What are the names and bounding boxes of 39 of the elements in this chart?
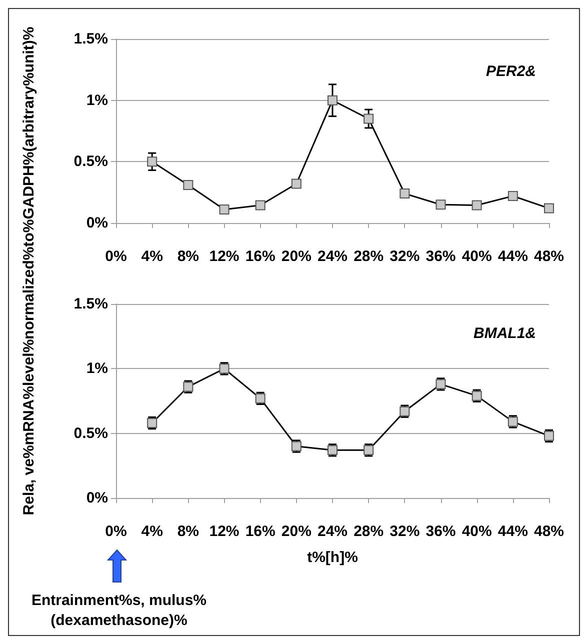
x-tick-label: 20% (281, 248, 312, 265)
x-tick-label: 0% (105, 523, 127, 540)
x-tick-label: 36% (426, 248, 456, 265)
y-tick-label: 1% (86, 92, 108, 109)
x-tick-label: 44% (498, 523, 528, 540)
x-tick-label: 0% (105, 248, 127, 265)
x-tick-label: 16% (245, 523, 276, 540)
y-tick-label: 0.5% (74, 424, 108, 442)
x-tick-label: 4% (141, 523, 163, 540)
x-tick-label: 48% (534, 523, 564, 540)
x-tick-label: 8% (177, 248, 200, 265)
x-tick-label: 8% (177, 523, 200, 540)
x-tick-label: 28% (354, 248, 384, 265)
text: Entrainment%s, mulus% (dexamethasone)% (30, 591, 208, 631)
y-tick-label: 1.5% (74, 296, 108, 312)
x-tick-label: 24% (317, 248, 348, 265)
x-tick-label: 24% (317, 523, 348, 540)
y-axis-title: Rela, ve%mRNA%level%normalized%to%GADPH%(arbitrary%unit)% (20, 26, 38, 516)
x-tick-label: 12% (209, 523, 240, 540)
x-tick-label: 12% (209, 248, 240, 265)
x-tick-label: 44% (498, 248, 528, 265)
x-tick-label: 28% (354, 523, 384, 540)
y-tick-label: 1.5% (74, 30, 108, 48)
x-tick-label: 40% (462, 523, 492, 540)
text: BMAL1& (474, 325, 536, 342)
y-tick-label: 0% (86, 214, 108, 232)
x-tick-label: 4% (141, 248, 163, 265)
x-tick-label: 48% (534, 248, 564, 265)
y-tick-label: 0% (86, 490, 108, 506)
x-tick-label: 16% (245, 248, 276, 265)
x-tick-label: 20% (281, 523, 312, 540)
x-axis-title: t%[h]% (307, 549, 358, 566)
text: PER2& (486, 63, 536, 80)
x-tick-label: 40% (462, 248, 492, 265)
y-tick-label: 1% (86, 360, 108, 378)
x-tick-label: 32% (390, 248, 420, 265)
y-tick-label: 0.5% (74, 153, 108, 170)
x-tick-label: 36% (426, 523, 456, 540)
x-tick-label: 32% (390, 523, 420, 540)
